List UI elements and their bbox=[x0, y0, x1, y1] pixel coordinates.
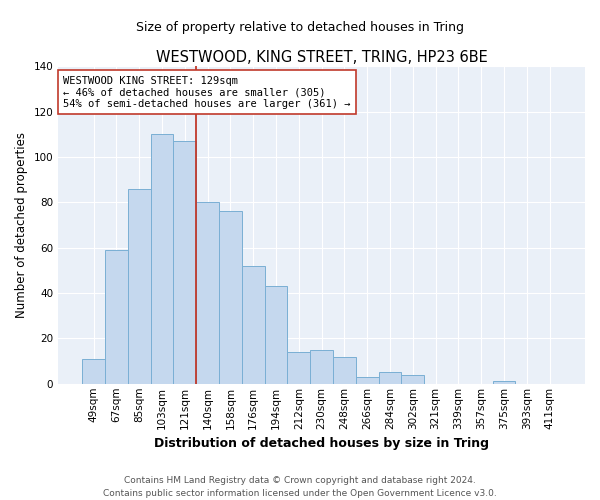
Bar bbox=[401, 374, 424, 384]
Bar bbox=[265, 286, 287, 384]
Text: WESTWOOD KING STREET: 129sqm
← 46% of detached houses are smaller (305)
54% of s: WESTWOOD KING STREET: 129sqm ← 46% of de… bbox=[64, 76, 351, 109]
Text: Contains HM Land Registry data © Crown copyright and database right 2024.
Contai: Contains HM Land Registry data © Crown c… bbox=[103, 476, 497, 498]
Bar bbox=[82, 359, 105, 384]
Bar bbox=[242, 266, 265, 384]
Bar bbox=[493, 382, 515, 384]
Bar bbox=[173, 141, 196, 384]
Bar bbox=[333, 356, 356, 384]
Bar bbox=[128, 188, 151, 384]
Bar bbox=[287, 352, 310, 384]
Bar bbox=[196, 202, 219, 384]
Bar bbox=[356, 377, 379, 384]
Bar bbox=[105, 250, 128, 384]
Bar bbox=[151, 134, 173, 384]
X-axis label: Distribution of detached houses by size in Tring: Distribution of detached houses by size … bbox=[154, 437, 489, 450]
Bar bbox=[310, 350, 333, 384]
Text: Size of property relative to detached houses in Tring: Size of property relative to detached ho… bbox=[136, 21, 464, 34]
Y-axis label: Number of detached properties: Number of detached properties bbox=[15, 132, 28, 318]
Title: WESTWOOD, KING STREET, TRING, HP23 6BE: WESTWOOD, KING STREET, TRING, HP23 6BE bbox=[156, 50, 487, 65]
Bar bbox=[219, 212, 242, 384]
Bar bbox=[379, 372, 401, 384]
